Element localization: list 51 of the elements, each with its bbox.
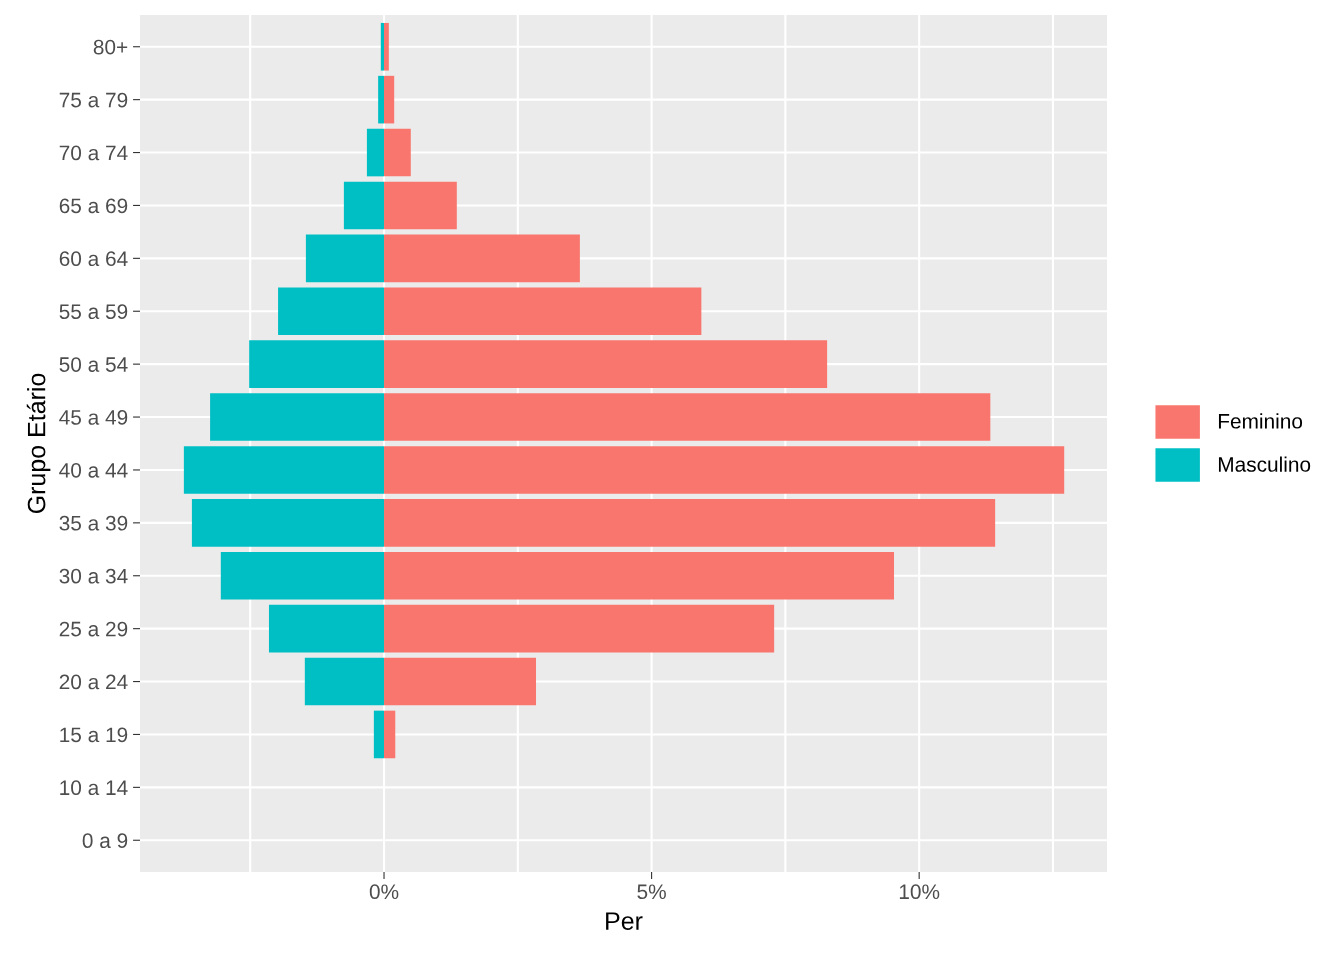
bar: [378, 75, 385, 124]
y-axis-title: Grupo Etário: [26, 373, 51, 514]
bar: [380, 22, 385, 71]
y-tick-label: 30 a 34: [59, 568, 128, 584]
x-tick-label: 5%: [637, 884, 666, 900]
bar: [384, 446, 1065, 494]
y-tick-label: 50 a 54: [59, 357, 128, 372]
bar: [384, 287, 702, 336]
bar: [384, 393, 991, 441]
y-tick-label: 15 a 19: [60, 727, 128, 743]
bar: [191, 499, 385, 547]
bar: [384, 75, 395, 124]
legend-label: Masculino: [1218, 456, 1311, 472]
bar: [373, 710, 385, 759]
y-tick-label: 75 a 79: [59, 92, 128, 108]
x-tick-label: 0%: [369, 884, 399, 900]
y-tick-label: 0 a 9: [82, 833, 128, 849]
y-tick-label: 10 a 14: [60, 780, 128, 796]
y-tick-label: 55 a 59: [59, 304, 128, 319]
y-tick-label: 45 a 49: [59, 410, 128, 425]
bar: [249, 340, 385, 388]
bar: [384, 657, 536, 706]
bar: [304, 657, 385, 706]
y-tick-label: 70 a 74: [59, 145, 128, 161]
bar: [220, 551, 385, 600]
bar: [384, 604, 775, 653]
bar: [384, 340, 828, 388]
bar: [343, 181, 385, 230]
x-axis-title: Per: [606, 912, 643, 930]
x-tick-label: 10%: [899, 884, 940, 900]
bar: [384, 128, 411, 177]
bar: [384, 234, 580, 283]
bar: [384, 22, 389, 71]
legend-label: Feminino: [1218, 413, 1303, 429]
y-tick-label: 80+: [93, 39, 128, 55]
y-tick-label: 65 a 69: [59, 198, 128, 214]
bar: [384, 710, 396, 759]
bar: [384, 181, 457, 230]
y-tick-label: 20 a 24: [59, 674, 128, 690]
bar: [384, 551, 895, 600]
bar: [183, 446, 385, 494]
bar: [278, 287, 385, 336]
bar: [384, 499, 996, 547]
bar: [210, 393, 385, 441]
bar: [366, 128, 385, 177]
bar: [305, 234, 385, 283]
bar: [268, 604, 385, 653]
y-tick-label: 60 a 64: [59, 251, 128, 267]
y-tick-label: 25 a 29: [59, 621, 128, 637]
y-tick-label: 35 a 39: [59, 515, 128, 531]
y-tick-label: 40 a 44: [59, 462, 128, 478]
